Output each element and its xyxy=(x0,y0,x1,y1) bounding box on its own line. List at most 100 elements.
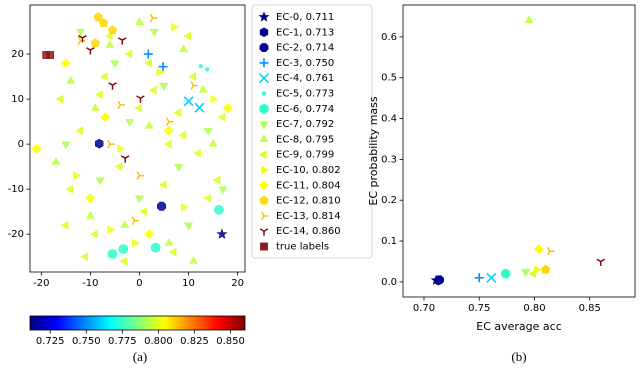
legend-marker xyxy=(261,165,270,175)
marker xyxy=(120,220,130,228)
marker xyxy=(117,100,125,110)
marker xyxy=(214,205,224,215)
marker xyxy=(216,228,228,239)
marker xyxy=(533,244,544,255)
legend-label: EC-3, 0.750 xyxy=(276,58,334,69)
marker xyxy=(189,256,198,264)
marker xyxy=(86,47,95,55)
marker xyxy=(108,82,117,90)
legend-label: EC-13, 0.814 xyxy=(276,211,341,222)
marker xyxy=(217,112,226,122)
marker xyxy=(188,72,197,82)
x-tick-label: 0.70 xyxy=(413,303,435,314)
legend-marker xyxy=(259,58,269,68)
legend-label: EC-7, 0.792 xyxy=(276,119,334,130)
marker xyxy=(178,130,187,140)
marker xyxy=(149,85,157,95)
legend-label: EC-12, 0.810 xyxy=(276,196,341,207)
marker xyxy=(60,220,69,230)
y-tick-label: 0 xyxy=(18,139,24,150)
caption: (b) xyxy=(511,349,526,364)
legend-label: EC-9, 0.799 xyxy=(276,150,334,161)
marker xyxy=(156,67,165,77)
marker xyxy=(124,49,133,59)
marker xyxy=(90,103,100,111)
x-tick-label: 20 xyxy=(231,278,244,289)
marker xyxy=(90,38,100,48)
marker xyxy=(164,238,174,246)
x-tick-label: -20 xyxy=(33,278,49,289)
marker xyxy=(158,62,168,72)
marker xyxy=(203,128,213,136)
marker xyxy=(95,177,105,186)
colorbar-tick-label: 0.850 xyxy=(216,336,245,347)
caption: (a) xyxy=(133,349,147,364)
marker xyxy=(85,193,96,204)
legend-marker xyxy=(261,91,267,96)
legend-label: true labels xyxy=(276,242,329,253)
marker xyxy=(184,222,193,231)
marker xyxy=(534,265,542,275)
marker xyxy=(521,269,531,277)
marker xyxy=(120,155,130,163)
marker xyxy=(93,12,103,22)
marker xyxy=(179,44,189,53)
marker xyxy=(144,121,154,129)
x-tick-label: -10 xyxy=(82,278,98,289)
marker xyxy=(61,141,71,150)
marker xyxy=(210,94,219,104)
marker xyxy=(134,103,143,113)
y-tick-label: 0.2 xyxy=(381,195,397,206)
marker xyxy=(95,90,103,100)
legend-marker xyxy=(259,134,269,142)
marker xyxy=(105,39,115,48)
legend-label: EC-2, 0.714 xyxy=(276,43,334,54)
marker xyxy=(547,246,555,256)
marker xyxy=(528,269,536,279)
marker xyxy=(125,119,135,127)
marker xyxy=(66,75,76,84)
marker xyxy=(136,95,145,103)
x-axis-label: EC average acc xyxy=(476,320,562,333)
colorbar-tick-label: 0.800 xyxy=(144,336,173,347)
x-tick-label: 0.80 xyxy=(523,303,545,314)
marker xyxy=(117,144,125,154)
marker xyxy=(144,58,152,68)
marker xyxy=(143,49,153,59)
marker xyxy=(183,31,192,41)
marker xyxy=(107,25,118,35)
marker xyxy=(78,35,87,43)
x-tick-label: 0.75 xyxy=(468,303,490,314)
legend-label: EC-5, 0.773 xyxy=(276,89,334,100)
marker xyxy=(80,252,89,262)
marker xyxy=(132,238,140,248)
y-tick-label: 0.1 xyxy=(381,236,397,247)
y-axis-label: EC probability mass xyxy=(367,96,380,206)
x-tick-label: 0 xyxy=(136,278,142,289)
marker xyxy=(107,225,116,235)
legend-marker xyxy=(260,242,268,251)
marker xyxy=(110,60,120,69)
marker xyxy=(205,67,210,72)
marker xyxy=(46,51,55,59)
marker xyxy=(98,18,109,27)
marker xyxy=(173,108,182,118)
y-tick-label: 0.3 xyxy=(381,154,397,165)
colorbar-tick-label: 0.750 xyxy=(72,336,101,347)
y-tick-label: -10 xyxy=(8,184,24,195)
marker xyxy=(149,13,158,23)
legend-marker xyxy=(259,121,269,130)
y-tick-label: 0.0 xyxy=(381,277,397,288)
legend-label: EC-1, 0.713 xyxy=(276,27,334,38)
marker xyxy=(118,37,127,45)
axes-frame xyxy=(29,4,246,273)
legend-marker xyxy=(259,195,269,205)
marker xyxy=(144,229,155,240)
marker xyxy=(193,148,201,158)
marker xyxy=(136,171,144,180)
colorbar xyxy=(29,315,246,331)
legend-marker xyxy=(258,150,267,160)
marker xyxy=(107,139,115,149)
marker xyxy=(158,180,167,190)
legend-marker xyxy=(259,43,269,53)
